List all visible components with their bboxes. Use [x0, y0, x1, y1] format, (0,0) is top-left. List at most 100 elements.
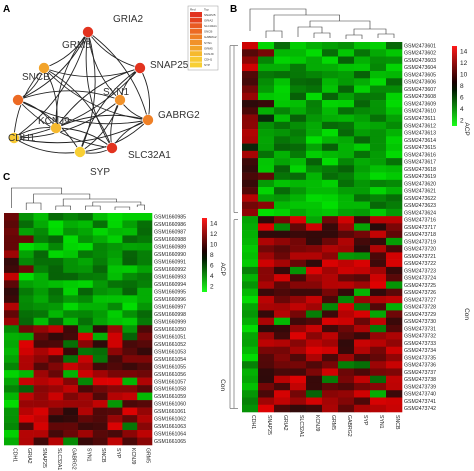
- heatmap-cell: [18, 325, 34, 334]
- sample-label: GSM1661059: [154, 394, 186, 400]
- heatmap-cell: [122, 400, 138, 408]
- heatmap-cell: [370, 223, 387, 231]
- heatmap-cell: [78, 213, 94, 221]
- heatmap-cell: [338, 194, 355, 202]
- color-scale-tick: 14: [460, 49, 468, 56]
- heatmap-cell: [338, 404, 355, 413]
- heatmap-cell: [63, 287, 79, 296]
- heatmap-cell: [4, 332, 20, 341]
- heatmap-cell: [274, 245, 291, 253]
- heatmap-cell: [354, 92, 371, 101]
- heatmap-cell: [33, 242, 49, 251]
- heatmap-cell: [48, 355, 64, 363]
- heatmap-cell: [370, 310, 387, 318]
- heatmap-cell: [306, 150, 323, 159]
- heatmap-cell: [137, 272, 153, 281]
- color-scale-tick: 12: [210, 231, 218, 238]
- heatmap-cell: [258, 361, 275, 369]
- heatmap-cell: [48, 250, 64, 259]
- heatmap-cell: [274, 368, 291, 377]
- heatmap-cell: [107, 325, 123, 334]
- heatmap-cell: [4, 422, 20, 431]
- sample-label: GSM2473613: [404, 131, 436, 137]
- heatmap-cell: [290, 63, 307, 72]
- legend-row-label: GABRG2: [204, 35, 217, 39]
- heatmap-cell: [92, 242, 108, 251]
- heatmap-cell: [78, 437, 94, 446]
- heatmap-cell: [18, 213, 34, 221]
- sample-label: GSM1661064: [154, 432, 186, 438]
- heatmap-cell: [306, 375, 323, 384]
- heatmap-cell: [386, 397, 403, 406]
- heatmap-cell: [274, 230, 291, 239]
- heatmap-cell: [274, 346, 291, 355]
- heatmap-cell: [338, 187, 355, 195]
- heatmap-cell: [48, 227, 64, 236]
- heatmap-cell: [370, 390, 387, 398]
- heatmap-cell: [306, 368, 323, 377]
- heatmap-cell: [290, 71, 307, 79]
- heatmap-cell: [107, 220, 123, 229]
- heatmap-cell: [258, 274, 275, 282]
- panel-b-gene-labels: CDH1 SNAP25 GRIA2 SLC32A1 KCNJ9 GRM5 GABRG2 SYP…: [250, 415, 400, 437]
- heatmap-cell: [322, 390, 339, 398]
- sample-label: GSM2473728: [404, 305, 436, 311]
- heatmap-cell: [370, 71, 387, 79]
- heatmap-cell: [122, 220, 138, 229]
- sample-label: GSM2473721: [404, 254, 436, 260]
- heatmap-cell: [107, 332, 123, 341]
- heatmap-cell: [78, 235, 94, 244]
- heatmap-cell: [63, 302, 79, 311]
- heatmap-cell: [386, 107, 403, 115]
- heatmap-cell: [122, 280, 138, 289]
- heatmap-cell: [386, 274, 403, 282]
- heatmap-cell: [92, 317, 108, 326]
- heatmap-cell: [242, 230, 259, 239]
- heatmap-cell: [122, 213, 138, 221]
- color-scale-tick: 4: [460, 106, 464, 113]
- heatmap-cell: [18, 422, 34, 431]
- heatmap-cell: [274, 136, 291, 144]
- heatmap-cell: [107, 317, 123, 326]
- heatmap-cell: [33, 220, 49, 229]
- heatmap-cell: [258, 375, 275, 384]
- dendrogram-branch: [265, 30, 283, 38]
- heatmap-cell: [354, 85, 371, 94]
- heatmap-cell: [370, 353, 387, 362]
- heatmap-cell: [274, 78, 291, 86]
- heatmap-cell: [370, 63, 387, 72]
- heatmap-cell: [306, 179, 323, 188]
- heatmap-cell: [370, 92, 387, 101]
- heatmap-cell: [18, 407, 34, 416]
- heatmap-cell: [107, 242, 123, 251]
- heatmap-cell: [338, 114, 355, 123]
- heatmap-cell: [290, 230, 307, 239]
- heatmap-cell: [370, 158, 387, 166]
- color-scale-bar: [452, 46, 457, 126]
- heatmap-cell: [386, 353, 403, 362]
- heatmap-cell: [242, 216, 259, 224]
- heatmap-cell: [258, 216, 275, 224]
- heatmap-cell: [48, 265, 64, 274]
- heatmap-cell: [322, 172, 339, 181]
- heatmap-cell: [33, 235, 49, 244]
- heatmap-cell: [107, 265, 123, 274]
- gene-column-label: CDH1: [250, 415, 256, 429]
- heatmap-cell: [18, 415, 34, 423]
- heatmap-cell: [386, 252, 403, 260]
- heatmap-cell: [33, 295, 49, 304]
- heatmap-cell: [386, 78, 403, 86]
- heatmap-cell: [33, 332, 49, 341]
- heatmap-cell: [370, 107, 387, 115]
- heatmap-cell: [33, 437, 49, 446]
- heatmap-cell: [354, 230, 371, 239]
- panel-b-column-dendrogram: [249, 8, 395, 39]
- heatmap-cell: [242, 237, 259, 246]
- heatmap-cell: [4, 287, 20, 296]
- sample-label: GSM2473716: [404, 218, 436, 224]
- heatmap-cell: [306, 71, 323, 79]
- heatmap-cell: [306, 63, 323, 72]
- sample-label: GSM1661060: [154, 402, 186, 408]
- heatmap-cell: [290, 158, 307, 166]
- gene-column-label: SLC32A1: [298, 415, 304, 437]
